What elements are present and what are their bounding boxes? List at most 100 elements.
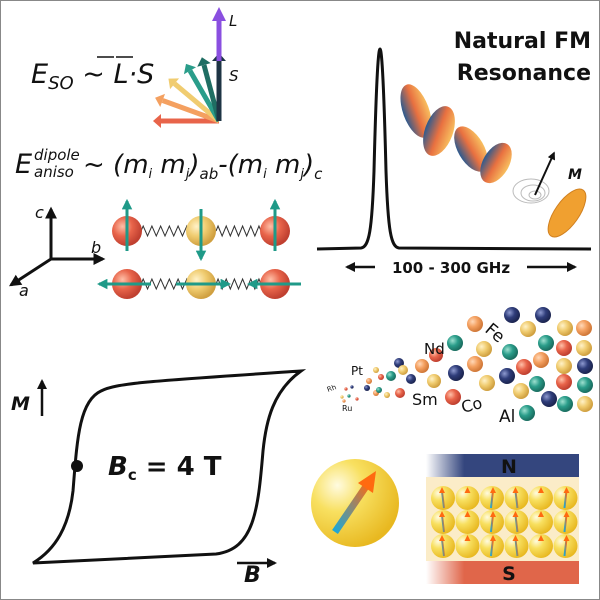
atom [373,367,379,373]
atom [386,371,396,381]
atom [535,307,551,323]
magnetization-axis-label: M [11,393,30,415]
axis-b-label: b [91,238,101,257]
atom [520,321,536,337]
element-label-pt: Pt [351,364,363,378]
element-label-ru: Ru [342,404,352,413]
south-label: S [502,563,516,585]
atom [378,374,384,380]
atom [577,377,593,393]
resonance-peak [316,47,592,251]
atom [384,392,390,398]
atom [541,391,557,407]
atom [448,365,464,381]
atom [576,340,592,356]
atom [504,307,520,323]
atom [516,359,532,375]
magnetization-label: M [568,167,582,183]
atom [340,395,344,399]
atom-chain [112,198,290,262]
spin-orbit-equation: ESO ~ L·S [31,59,154,94]
atom [445,389,461,405]
aligned-moment [529,534,553,558]
atom [479,375,495,391]
atom [556,358,572,374]
resonance-title-line1: Natural FM [454,29,591,54]
aligned-moment [480,486,504,510]
atom-chain [96,269,301,299]
aligned-moment [455,486,480,510]
dipole-equation-rhs: ~ (mi mj)ab-(mi mj)c [83,150,323,183]
atom [467,356,483,372]
atom [347,394,351,398]
spin-arrow [183,63,222,123]
aligned-moment [529,510,553,534]
south-pole [426,561,579,584]
spin-arrow [155,93,220,124]
magnetic-moment-sphere [311,459,399,547]
hysteresis-loop [32,369,307,565]
aligned-moment [504,486,529,510]
aligned-moment [455,510,480,534]
aligned-moment [455,534,480,558]
north-pole [426,454,579,477]
aligned-moment [431,534,455,558]
atom [476,341,492,357]
atom [556,374,572,390]
atom [406,374,416,384]
atom [447,335,463,351]
coercivity-label: Bc = 4 T [108,452,222,484]
atom [577,358,593,374]
atom [395,388,405,398]
atom [355,397,359,401]
atom [398,365,408,375]
coercivity-point [71,460,83,472]
vector-L-label: L [229,12,237,30]
frequency-range-label: 100 - 300 GHz [392,259,510,277]
vector-S-label: S [229,67,239,85]
atom [342,399,346,403]
element-label-co: Co [459,393,484,417]
aligned-moment [431,486,455,510]
element-label-rh: Rh [326,383,337,394]
aligned-moment [504,510,529,534]
atom [557,396,573,412]
atom [576,320,592,336]
atom [429,348,443,362]
aligned-moment [553,510,578,534]
dipole-superscript: dipole [34,146,80,164]
atom [519,405,535,421]
atom [427,374,441,388]
atom [538,335,554,351]
magnet-assembly [426,454,579,584]
spin-arrow [197,57,222,122]
spin-arrow [168,78,221,123]
resonance-title-line2: Resonance [457,61,591,86]
aligned-moment [431,510,455,534]
aligned-moment [480,534,504,558]
atom [502,344,518,360]
atom [577,396,593,412]
aligned-moment [504,534,529,558]
spin-orbit-arrows [153,7,226,128]
aligned-moment [553,534,578,558]
north-label: N [501,456,517,478]
atom [364,385,370,391]
element-atoms [340,307,593,421]
atom [467,316,483,332]
crystal-axes [8,206,106,287]
spin-arrow [153,114,219,128]
atom [529,376,545,392]
atom [344,387,348,391]
aligned-moment [480,510,504,534]
atom [376,387,382,393]
orbital-moment-arrow [212,7,226,61]
atom [415,359,429,373]
element-label-sm: Sm [412,390,438,409]
dipole-subscript: aniso [34,163,74,181]
atom [557,320,573,336]
dipole-chains [96,198,301,299]
atom [513,383,529,399]
